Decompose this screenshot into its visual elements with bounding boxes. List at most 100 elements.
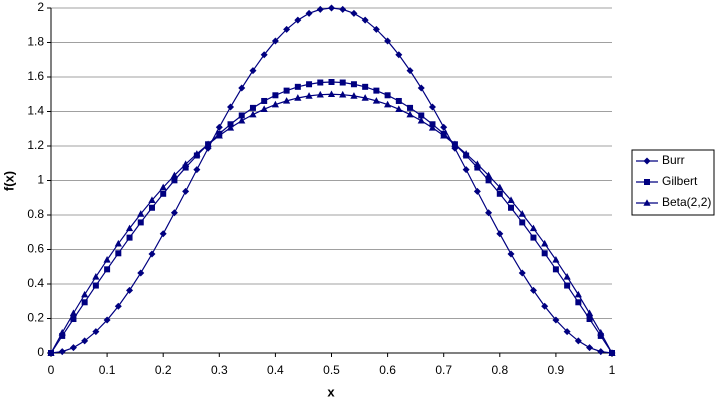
- marker: [350, 81, 357, 88]
- marker: [137, 210, 145, 217]
- marker: [226, 123, 235, 131]
- marker: [81, 290, 89, 298]
- marker: [171, 177, 178, 184]
- marker: [58, 348, 66, 356]
- marker: [238, 112, 245, 119]
- marker: [552, 266, 559, 273]
- marker: [316, 5, 324, 13]
- marker: [563, 328, 571, 336]
- marker: [249, 104, 256, 111]
- marker: [182, 187, 190, 195]
- marker: [384, 100, 392, 108]
- marker: [92, 328, 100, 336]
- marker: [81, 299, 88, 306]
- marker: [339, 79, 346, 86]
- legend-label: Beta(2,2): [662, 195, 711, 209]
- marker: [574, 337, 582, 345]
- marker: [350, 9, 358, 17]
- marker: [373, 87, 380, 94]
- marker: [160, 190, 167, 197]
- marker: [372, 97, 380, 104]
- marker: [585, 309, 594, 317]
- y-tick-label: 1.2: [27, 138, 44, 152]
- marker: [440, 123, 448, 131]
- marker: [529, 224, 538, 232]
- marker: [47, 349, 55, 356]
- marker: [428, 103, 436, 111]
- marker: [305, 9, 313, 17]
- y-tick-label: 1.4: [27, 104, 44, 118]
- marker: [473, 160, 481, 168]
- marker: [372, 25, 380, 33]
- marker: [417, 116, 425, 124]
- marker: [215, 131, 223, 139]
- marker: [507, 250, 515, 258]
- marker: [496, 190, 503, 197]
- marker: [529, 286, 537, 294]
- marker: [159, 230, 167, 238]
- y-tick-label: 1.6: [27, 69, 44, 83]
- legend-label: Gilbert: [662, 174, 698, 188]
- marker: [586, 344, 594, 352]
- marker: [104, 266, 111, 273]
- y-tick-label: 0.8: [27, 207, 44, 221]
- marker: [170, 171, 179, 179]
- marker: [148, 204, 155, 211]
- marker: [552, 256, 560, 263]
- marker: [103, 256, 111, 263]
- marker: [361, 94, 369, 101]
- marker: [227, 103, 235, 111]
- marker: [204, 140, 212, 148]
- marker: [608, 349, 616, 356]
- marker: [473, 187, 481, 195]
- marker: [406, 110, 414, 118]
- x-tick-label: 0.8: [491, 363, 508, 377]
- marker: [518, 269, 526, 277]
- marker: [507, 196, 515, 204]
- marker: [182, 160, 190, 168]
- marker: [384, 92, 391, 99]
- marker: [643, 199, 651, 206]
- marker: [306, 81, 313, 88]
- marker: [69, 344, 77, 352]
- marker: [238, 116, 246, 124]
- x-tick-label: 0.7: [435, 363, 452, 377]
- marker: [485, 209, 493, 217]
- x-tick-label: 0.2: [155, 363, 172, 377]
- marker: [643, 157, 651, 165]
- marker: [249, 110, 257, 118]
- marker: [283, 87, 290, 94]
- marker: [564, 282, 571, 289]
- marker: [339, 5, 347, 13]
- marker: [597, 328, 605, 336]
- marker: [395, 105, 403, 112]
- marker: [575, 299, 582, 306]
- y-tick-label: 0: [37, 345, 44, 359]
- y-axis-title: f(x): [1, 171, 16, 191]
- y-tick-label: 0.4: [27, 276, 44, 290]
- marker: [92, 273, 100, 280]
- marker: [574, 290, 582, 298]
- marker: [294, 83, 301, 90]
- marker: [552, 316, 560, 324]
- marker: [362, 83, 369, 90]
- marker: [541, 250, 548, 257]
- marker: [114, 239, 122, 247]
- marker: [283, 97, 291, 104]
- marker: [283, 25, 291, 33]
- marker: [272, 92, 279, 99]
- marker: [597, 348, 605, 356]
- marker: [417, 84, 425, 92]
- marker: [327, 90, 336, 98]
- x-tick-label: 0.1: [99, 363, 116, 377]
- x-tick-label: 0.4: [267, 363, 284, 377]
- y-tick-label: 1.8: [27, 35, 44, 49]
- y-tick-label: 0.6: [27, 242, 44, 256]
- marker: [70, 316, 77, 323]
- marker: [103, 316, 111, 324]
- marker: [69, 309, 78, 317]
- marker: [193, 166, 201, 174]
- marker: [238, 84, 246, 92]
- series-line: [50, 81, 613, 354]
